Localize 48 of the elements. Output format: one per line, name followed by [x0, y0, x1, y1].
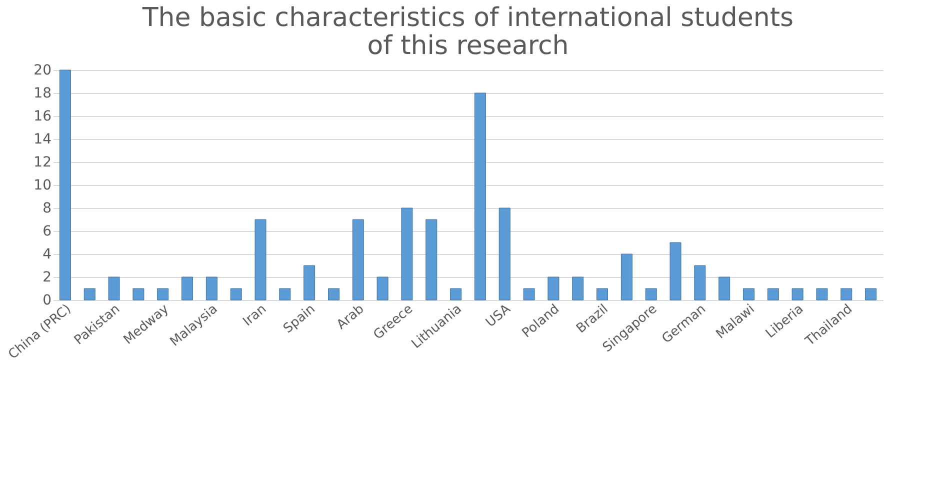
x-tick-label: Iran — [240, 302, 270, 330]
y-tick-label: 2 — [42, 270, 52, 286]
bar — [670, 242, 682, 300]
y-tick-label: 4 — [42, 246, 52, 262]
chart-title: The basic characteristics of international students of this research — [141, 3, 794, 61]
bar — [742, 288, 754, 300]
y-tick-label: 20 — [34, 62, 52, 78]
bar — [230, 288, 242, 300]
bar — [645, 288, 657, 300]
bar — [84, 288, 96, 300]
bar — [792, 288, 804, 300]
bar — [352, 219, 364, 300]
y-tick-label: 12 — [34, 154, 52, 170]
bar — [865, 288, 877, 300]
y-tick-label: 16 — [34, 108, 52, 124]
bar — [694, 265, 706, 300]
bar — [157, 288, 169, 300]
bar — [718, 276, 730, 300]
bar — [767, 288, 779, 300]
bar — [206, 276, 218, 300]
bar — [59, 70, 71, 300]
bar — [108, 276, 120, 300]
bar — [304, 265, 316, 300]
x-tick-label: USA — [483, 302, 514, 331]
bar — [548, 276, 560, 300]
bar — [620, 254, 632, 300]
bar — [376, 276, 388, 300]
bar — [426, 219, 438, 300]
bar — [401, 208, 413, 300]
y-tick-label: 0 — [42, 292, 52, 308]
y-tick-label: 14 — [34, 132, 52, 148]
y-tick-label: 8 — [42, 200, 52, 216]
bar — [474, 92, 486, 300]
bar — [498, 208, 510, 300]
y-tick-label: 18 — [34, 86, 52, 102]
bar — [596, 288, 608, 300]
y-tick-label: 10 — [34, 178, 52, 194]
bar — [816, 288, 828, 300]
bar — [254, 219, 266, 300]
bar — [450, 288, 462, 300]
y-tick-label: 6 — [42, 224, 52, 240]
bar — [523, 288, 535, 300]
bar — [132, 288, 144, 300]
bar — [328, 288, 340, 300]
bar — [279, 288, 291, 300]
bar — [840, 288, 852, 300]
bar — [182, 276, 194, 300]
bar — [572, 276, 584, 300]
